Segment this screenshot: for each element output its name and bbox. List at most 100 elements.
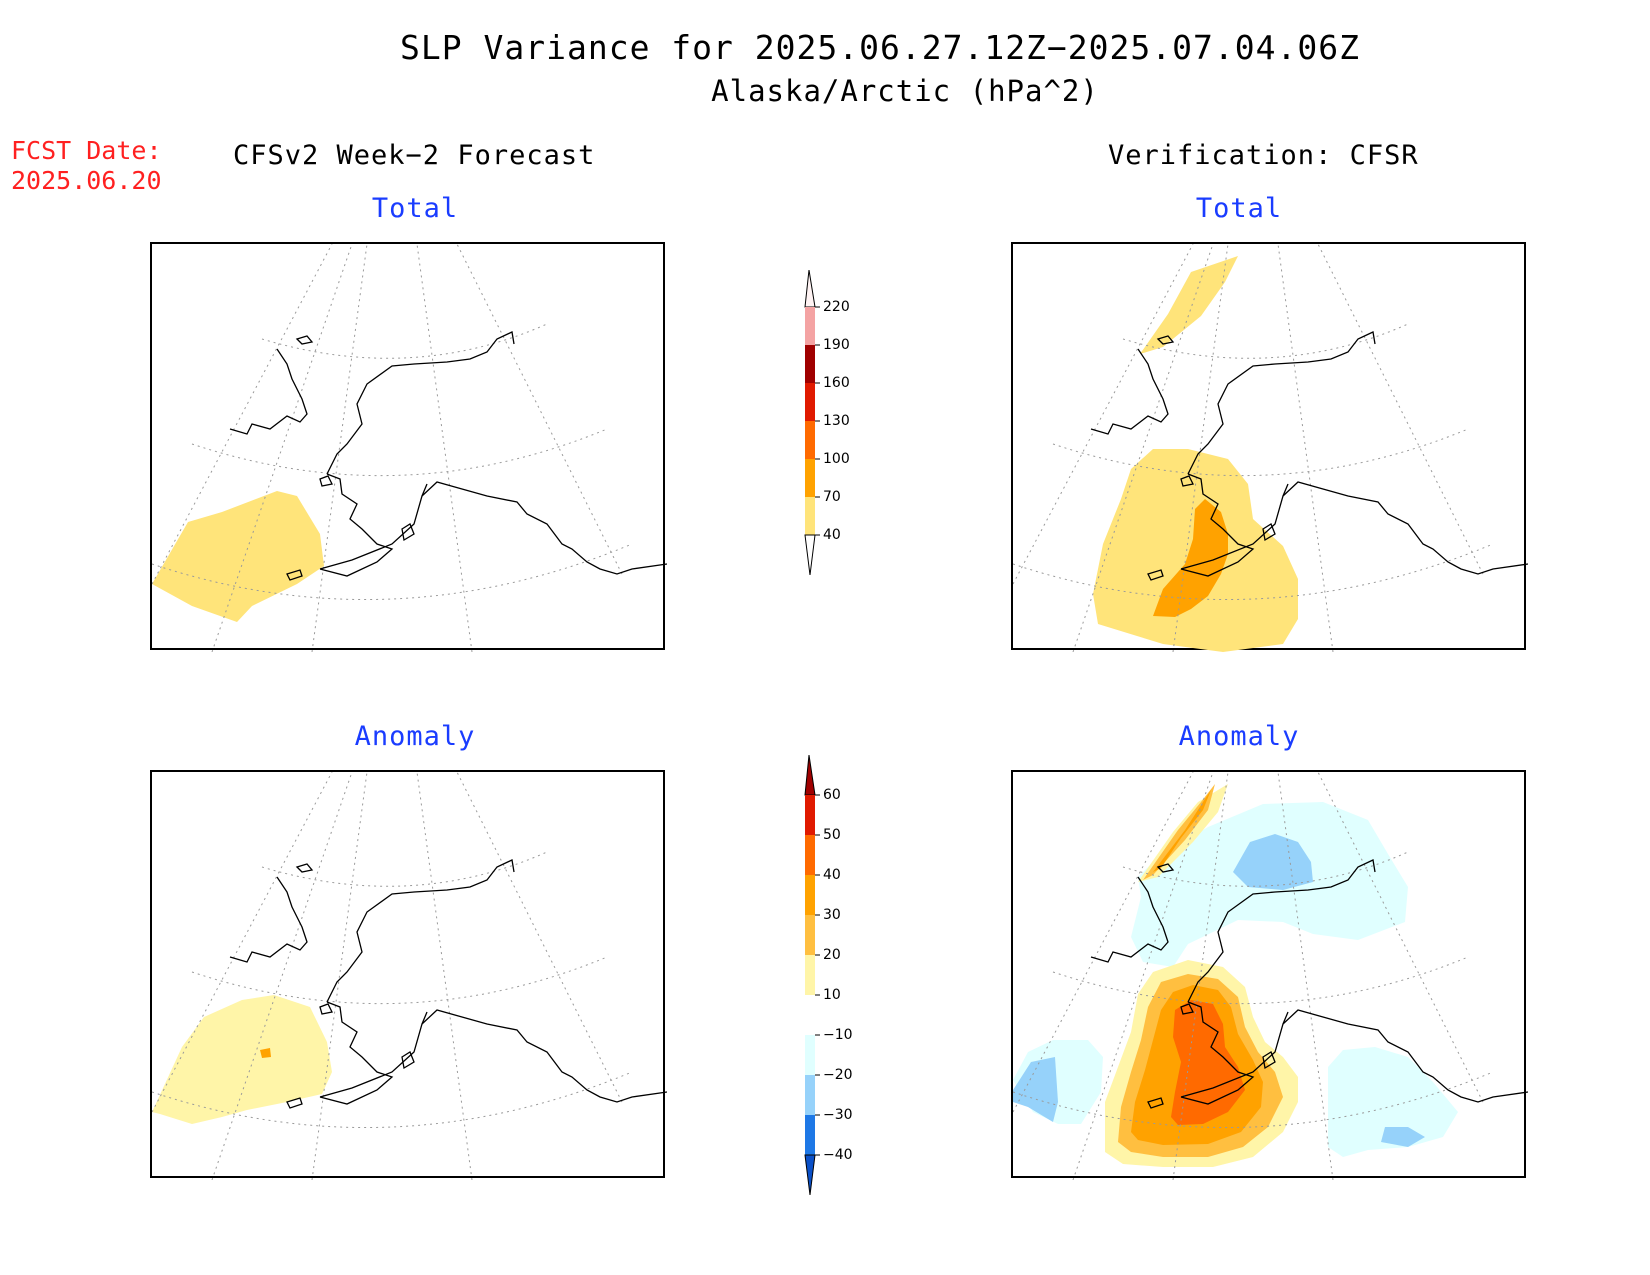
colorbar-total-label: 40 bbox=[823, 527, 841, 543]
graticule-meridian bbox=[1277, 244, 1334, 652]
colorbar-anomaly-label: −10 bbox=[823, 1027, 853, 1043]
island-kodiak bbox=[401, 1051, 415, 1070]
island-nunivak bbox=[319, 475, 333, 487]
map-fcst-anomaly bbox=[152, 772, 667, 1180]
coastline-gulf bbox=[421, 1009, 667, 1103]
island-nunivak bbox=[1180, 475, 1194, 487]
island-pribilof bbox=[286, 569, 303, 581]
graticule-meridian bbox=[1172, 244, 1229, 652]
colorbar-anomaly-label: 30 bbox=[823, 907, 841, 923]
colorbar-total-label: 190 bbox=[823, 337, 850, 353]
colorbar-anomaly-label: 20 bbox=[823, 947, 841, 963]
panel-title-verif-total: Total bbox=[1195, 193, 1283, 224]
colorbar-total-swatch-100-130 bbox=[805, 421, 815, 459]
island-kodiak bbox=[401, 523, 415, 542]
graticule-parallel bbox=[1013, 1071, 1494, 1129]
colorbar-anomaly-swatch-10-20 bbox=[805, 955, 815, 995]
graticule-parallel bbox=[1013, 543, 1494, 601]
variance-region-70-100 bbox=[1153, 499, 1228, 617]
coastline-chukotka bbox=[229, 348, 308, 435]
map-panel-verif-anomaly bbox=[1011, 770, 1528, 1180]
map-panel-fcst-total bbox=[150, 242, 667, 652]
colorbar-total-label: 70 bbox=[823, 489, 841, 505]
anomaly-neg-region-southeast-core bbox=[1381, 1127, 1425, 1147]
island-st-lawrence bbox=[295, 335, 314, 345]
panel-title-fcst-total: Total bbox=[371, 193, 459, 224]
main-title: SLP Variance for 2025.06.27.12Z−2025.07.… bbox=[400, 28, 1360, 67]
graticule-meridian bbox=[456, 772, 623, 1103]
fcst-date-value: 2025.06.20 bbox=[11, 166, 162, 195]
island-pribilof bbox=[286, 1097, 303, 1109]
graticule-meridian bbox=[1277, 772, 1334, 1180]
verification-column-heading: Verification: CFSR bbox=[1108, 140, 1419, 171]
graticule-meridian bbox=[416, 244, 473, 652]
graticule-meridian bbox=[211, 772, 353, 1180]
colorbar-total-swatches bbox=[804, 270, 820, 576]
colorbar-anomaly-label: 10 bbox=[823, 987, 841, 1003]
panel-title-fcst-anomaly: Anomaly bbox=[354, 721, 476, 752]
graticule-meridian bbox=[311, 772, 368, 1180]
graticule-meridian bbox=[1317, 772, 1484, 1103]
coastline-alaska-west bbox=[1180, 473, 1255, 577]
colorbar-total-label: 220 bbox=[823, 299, 850, 315]
anomaly-pos-region-northwest-20 bbox=[1143, 784, 1215, 880]
colorbar-anomaly-label: −30 bbox=[823, 1107, 853, 1123]
colorbar-anomaly-swatch-neg10-neg20 bbox=[805, 1035, 815, 1075]
graticule-meridian bbox=[1172, 772, 1229, 1180]
coastline-chukotka bbox=[1090, 348, 1169, 435]
coastline-alaska-west bbox=[1180, 1001, 1255, 1105]
graticule-parallel bbox=[261, 851, 548, 887]
coastline-alaska-north bbox=[326, 331, 515, 475]
colorbar-anomaly: 60 50 40 30 20 10 −10 −20 −30 −40 bbox=[780, 755, 860, 1205]
island-pribilof bbox=[1147, 569, 1164, 581]
map-base bbox=[1013, 244, 1528, 652]
forecast-column-heading: CFSv2 Week−2 Forecast bbox=[233, 140, 596, 171]
colorbar-anomaly-label: 40 bbox=[823, 867, 841, 883]
map-panel-verif-total bbox=[1011, 242, 1528, 652]
map-fcst-total bbox=[152, 244, 667, 652]
coastline-alaska-north bbox=[1187, 331, 1376, 475]
coastline-gulf bbox=[421, 481, 667, 575]
colorbar-total-swatch-40-70 bbox=[805, 497, 815, 535]
graticule-parallel bbox=[1052, 428, 1469, 477]
colorbar-anomaly-bottom-cap bbox=[804, 1154, 816, 1196]
map-verif-anomaly bbox=[1013, 772, 1528, 1180]
graticule-meridian bbox=[456, 244, 623, 575]
anomaly-neg-region-west-core bbox=[1013, 1057, 1058, 1122]
colorbar-anomaly-swatch-neutral bbox=[805, 995, 815, 1035]
graticule-parallel bbox=[191, 428, 608, 477]
colorbar-total-label: 100 bbox=[823, 451, 850, 467]
fcst-date-label: FCST Date: bbox=[11, 136, 162, 165]
island-kodiak bbox=[1262, 523, 1276, 542]
colorbar-anomaly-swatch-30-40 bbox=[805, 875, 815, 915]
colorbar-anomaly-label: 60 bbox=[823, 787, 841, 803]
colorbar-total-swatch-190-220 bbox=[805, 307, 815, 345]
map-base bbox=[152, 244, 667, 652]
coastline-gulf bbox=[1282, 1009, 1528, 1103]
graticule-meridian bbox=[1013, 244, 1194, 585]
panel-title-verif-anomaly: Anomaly bbox=[1178, 721, 1300, 752]
anomaly-region-10-20 bbox=[152, 995, 332, 1124]
main-subtitle: Alaska/Arctic (hPa^2) bbox=[711, 74, 1099, 108]
colorbar-anomaly-swatch-20-30 bbox=[805, 915, 815, 955]
island-nunivak bbox=[319, 1003, 333, 1015]
colorbar-anomaly-swatch-neg20-neg30 bbox=[805, 1075, 815, 1115]
island-st-lawrence bbox=[1156, 335, 1175, 345]
graticule-meridian bbox=[1317, 244, 1484, 575]
coastline-gulf bbox=[1282, 481, 1528, 575]
anomaly-region-20-30 bbox=[260, 1048, 271, 1058]
graticule-meridian bbox=[1013, 772, 1194, 1113]
colorbar-anomaly-top-cap bbox=[804, 755, 816, 796]
coastline-alaska-north bbox=[1187, 859, 1376, 1003]
colorbar-anomaly-label: −20 bbox=[823, 1067, 853, 1083]
colorbar-total-label: 160 bbox=[823, 375, 850, 391]
island-kodiak bbox=[1262, 1051, 1276, 1070]
map-verif-total bbox=[1013, 244, 1528, 652]
graticule-parallel bbox=[152, 543, 633, 601]
colorbar-total-swatch-70-100 bbox=[805, 459, 815, 497]
coastline-chukotka bbox=[1090, 876, 1169, 963]
island-pribilof bbox=[1147, 1097, 1164, 1109]
colorbar-anomaly-swatch-neg30-neg40 bbox=[805, 1115, 815, 1155]
coastline-alaska-west bbox=[319, 473, 394, 577]
colorbar-total: 220 190 160 130 100 70 40 bbox=[780, 270, 860, 615]
